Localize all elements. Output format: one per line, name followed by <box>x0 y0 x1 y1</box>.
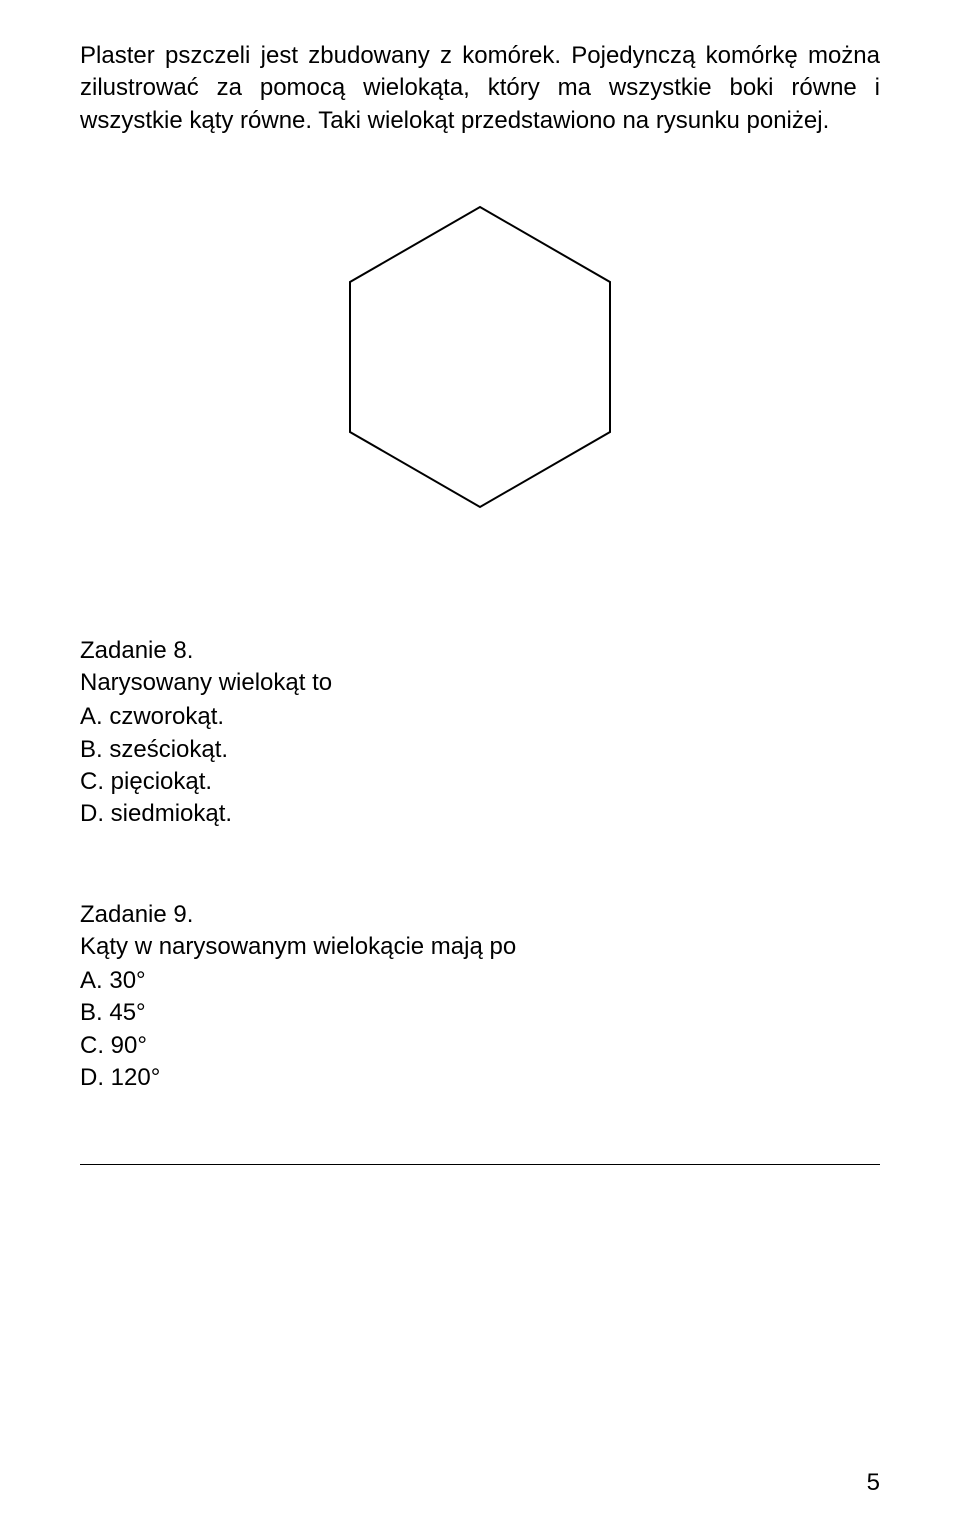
task-8-prompt: Narysowany wielokąt to <box>80 669 880 697</box>
task-8: Zadanie 8. Narysowany wielokąt to A. czw… <box>80 637 880 831</box>
hexagon-icon <box>320 197 640 517</box>
task-8-option-c: C. pięciokąt. <box>80 766 880 798</box>
task-9-prompt: Kąty w narysowanym wielokącie mają po <box>80 933 880 961</box>
task-8-option-d: D. siedmiokąt. <box>80 798 880 830</box>
hexagon-figure <box>80 197 880 517</box>
task-8-options: A. czworokąt. B. sześciokąt. C. pięcioką… <box>80 701 880 831</box>
task-9-option-b: B. 45° <box>80 997 880 1029</box>
task-9-options: A. 30° B. 45° C. 90° D. 120° <box>80 965 880 1095</box>
task-9: Zadanie 9. Kąty w narysowanym wielokącie… <box>80 901 880 1095</box>
task-8-option-b: B. sześciokąt. <box>80 734 880 766</box>
task-8-heading: Zadanie 8. <box>80 637 880 665</box>
task-9-heading: Zadanie 9. <box>80 901 880 929</box>
task-9-option-d: D. 120° <box>80 1062 880 1094</box>
intro-paragraph: Plaster pszczeli jest zbudowany z komóre… <box>80 40 880 137</box>
task-9-option-c: C. 90° <box>80 1030 880 1062</box>
page-number: 5 <box>867 1469 880 1497</box>
hexagon-polygon <box>350 207 610 507</box>
task-9-option-a: A. 30° <box>80 965 880 997</box>
task-8-option-a: A. czworokąt. <box>80 701 880 733</box>
section-divider <box>80 1164 880 1165</box>
